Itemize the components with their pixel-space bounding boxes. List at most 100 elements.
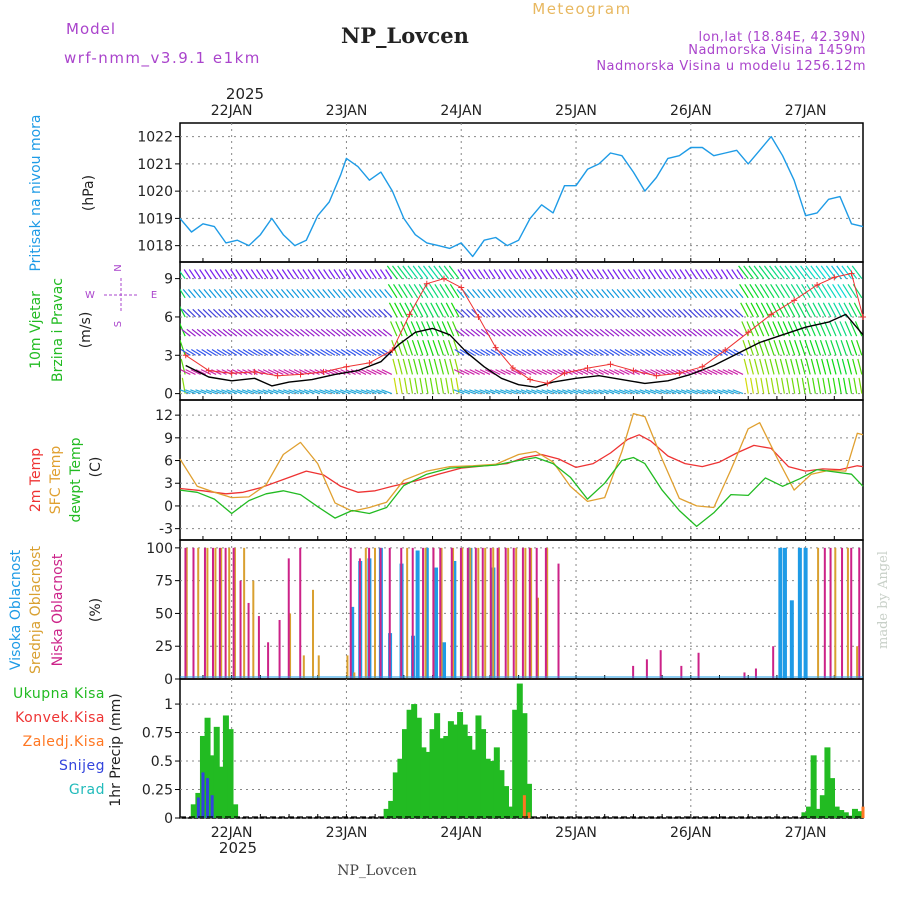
gust-marker xyxy=(475,313,482,320)
cloud-bar-low_cloud xyxy=(772,646,775,679)
precip-bar-snow xyxy=(201,772,205,818)
cloud-bar-low_cloud xyxy=(203,547,206,679)
cloud-bar-low_cloud xyxy=(184,547,187,679)
cloud-bar-low_cloud xyxy=(278,619,281,679)
cloud-bar-high_cloud xyxy=(442,642,447,679)
cloud-bar-mid_cloud xyxy=(220,547,223,679)
precip-unit-label: 1hr Precip (mm) xyxy=(108,693,124,806)
cloud-bar-mid_cloud xyxy=(312,589,315,679)
cloud-bar-mid_cloud xyxy=(353,672,356,679)
cloud-bar-high_cloud xyxy=(424,547,429,679)
precip-bar-total_precip xyxy=(466,735,473,818)
gust-marker xyxy=(848,270,855,277)
cloud-bar-low_cloud xyxy=(239,580,242,679)
precip-bar-total_precip xyxy=(806,806,813,818)
y-tick-label: 3 xyxy=(164,348,173,364)
cloud-bar-mid_cloud xyxy=(364,547,367,679)
panel-frame-temperature xyxy=(179,399,864,541)
y-tick-label: 9 xyxy=(164,272,173,288)
cloud-bar-mid_cloud xyxy=(484,547,487,679)
date-tick-top: 25JAN xyxy=(555,103,597,119)
cloud-bar-low_cloud xyxy=(466,547,469,679)
credit-watermark: made by Angel xyxy=(876,551,891,649)
date-tick-bottom: 22JAN xyxy=(211,825,253,841)
cloud-bar-low_cloud xyxy=(504,547,507,679)
wind-speed-line xyxy=(185,313,864,388)
cloud-bar-mid_cloud xyxy=(817,547,820,679)
cloud-bar-low_cloud xyxy=(680,665,683,679)
precip-bar-total_precip xyxy=(190,804,197,818)
cloud-bar-mid_cloud xyxy=(507,547,510,679)
precip-bar-total_precip xyxy=(851,808,858,818)
cloud-bar-low_cloud xyxy=(379,547,382,679)
y-tick-label: 0 xyxy=(164,811,173,827)
gust-marker xyxy=(699,363,706,370)
gust-marker xyxy=(676,370,683,377)
cloud-bar-mid_cloud xyxy=(197,547,200,679)
cloud-bar-mid_cloud xyxy=(373,547,376,679)
precip-bar-snow xyxy=(210,795,214,818)
cloud-bar-low_cloud xyxy=(450,547,453,679)
pressure-axis-label: Pritisak na nivou mora xyxy=(28,114,44,271)
gust-marker xyxy=(607,361,614,368)
precip-bar-total_precip xyxy=(429,729,436,818)
cloud-bar-low_cloud xyxy=(368,547,371,679)
cloud-bar-mid_cloud xyxy=(185,547,188,679)
cloud-bar-high_cloud xyxy=(789,600,794,679)
precip-bar-total_precip xyxy=(457,712,464,818)
gust-marker xyxy=(366,359,373,366)
wind-unit-label: (m/s) xyxy=(78,312,94,349)
cloud-bar-low_cloud xyxy=(474,547,477,679)
date-tick-bottom: 27JAN xyxy=(785,825,827,841)
model-label: Model xyxy=(66,20,116,38)
precip-bar-frz_precip xyxy=(522,795,526,818)
y-tick-label: 1018 xyxy=(137,239,173,255)
cloud-bar-low_cloud xyxy=(257,616,260,679)
cloud-bar-low_cloud xyxy=(697,652,700,679)
gust-marker xyxy=(630,367,637,374)
cloud-bar-mid_cloud xyxy=(834,547,837,679)
precip-bar-total_precip xyxy=(415,717,422,818)
cloud-bar-mid_cloud xyxy=(461,547,464,679)
gust-marker xyxy=(768,311,775,318)
cloud-bar-low_cloud xyxy=(459,547,462,679)
cloud-bar-low_cloud xyxy=(247,602,250,679)
precip-bar-total_precip xyxy=(838,810,845,818)
precip-bar-total_precip xyxy=(525,783,532,818)
y-tick-label: -3 xyxy=(159,522,173,538)
date-tick-bottom: 23JAN xyxy=(326,825,368,841)
cloud-bar-low_cloud xyxy=(481,547,484,679)
precip-legend-item: Grad xyxy=(69,782,105,798)
cloud-bar-low_cloud xyxy=(224,547,227,679)
y-tick-label: 6 xyxy=(164,310,173,326)
date-tick-top: 22JAN xyxy=(211,103,253,119)
gust-marker xyxy=(389,347,396,354)
compass-w: W xyxy=(85,290,95,301)
precip-bar-total_precip xyxy=(438,738,445,818)
precip-bar-frz_precip xyxy=(527,812,531,818)
date-tick-bottom: 25JAN xyxy=(555,825,597,841)
precip-bar-total_precip xyxy=(498,770,505,818)
precip-bar-total_precip xyxy=(470,749,477,818)
y-tick-label: 1019 xyxy=(137,211,173,227)
y-tick-label: 25 xyxy=(155,639,173,655)
compass-e: E xyxy=(151,290,157,301)
cloud-bar-low_cloud xyxy=(496,547,499,679)
precip-bar-total_precip xyxy=(521,713,528,818)
cloud-bar-low_cloud xyxy=(388,547,391,679)
cloud-bar-mid_cloud xyxy=(856,646,859,679)
cloud-bar-low_cloud xyxy=(512,547,515,679)
date-tick-bottom: 26JAN xyxy=(670,825,712,841)
elevation-text: Nadmorska Visina 1459m xyxy=(688,43,866,58)
precip-bar-total_precip xyxy=(406,709,413,818)
precip-bar-total_precip xyxy=(420,747,427,818)
precip-bar-total_precip xyxy=(856,811,863,818)
gust-marker xyxy=(320,368,327,375)
y-tick-label: 0 xyxy=(164,672,173,688)
cloud-bar-high_cloud xyxy=(797,547,802,679)
y-tick-label: 9 xyxy=(164,431,173,447)
precip-bar-total_precip xyxy=(222,715,229,818)
cloud-bar-high_cloud xyxy=(415,550,420,679)
gust-marker xyxy=(584,365,591,372)
precip-bar-snow xyxy=(196,797,200,818)
